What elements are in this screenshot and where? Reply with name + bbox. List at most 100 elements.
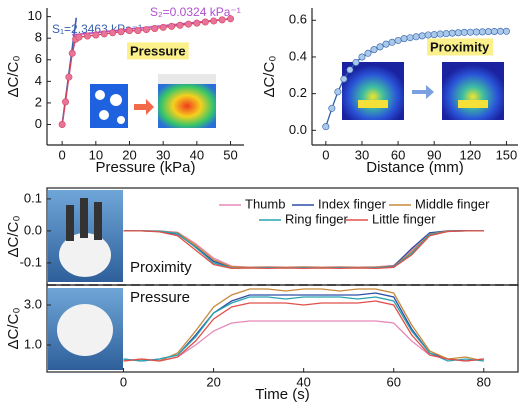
data-point	[201, 18, 209, 26]
data-point	[334, 88, 342, 96]
data-point	[68, 49, 76, 57]
data-point	[176, 21, 184, 29]
y-axis-label: ΔC/C₀	[5, 215, 22, 257]
x-tick-label: 50	[223, 147, 237, 162]
y-tick-label: 3.0	[24, 296, 42, 311]
x-tick-label: 60	[386, 374, 400, 389]
data-point	[322, 123, 330, 131]
data-point	[126, 27, 134, 35]
data-point	[394, 36, 402, 44]
x-tick-label: 150	[496, 147, 518, 162]
pressure-inset	[90, 74, 216, 128]
data-point	[193, 19, 201, 27]
data-point	[490, 27, 498, 35]
data-point	[340, 75, 348, 83]
data-point	[406, 34, 414, 42]
data-point	[424, 31, 432, 39]
annotation: Proximity	[427, 38, 494, 56]
data-point	[364, 49, 372, 57]
data-point	[218, 16, 226, 24]
data-point	[109, 29, 117, 37]
x-axis-label: Pressure (kPa)	[95, 159, 195, 176]
data-point	[184, 20, 192, 28]
data-point	[418, 32, 426, 40]
data-point	[484, 28, 492, 36]
legend-label: Ring finger	[285, 211, 349, 226]
x-axis-label: Time (s)	[255, 386, 309, 403]
data-point	[442, 30, 450, 38]
x-tick-label: 60	[391, 147, 405, 162]
data-line	[123, 230, 484, 270]
x-tick-label: 40	[296, 374, 310, 389]
x-tick-label: 0	[322, 147, 329, 162]
data-point	[436, 30, 444, 38]
data-point	[168, 22, 176, 30]
data-point	[400, 35, 408, 43]
data-point	[159, 23, 167, 31]
annotation-text: Proximity	[430, 39, 490, 54]
data-point	[58, 121, 66, 129]
x-axis-label: Distance (mm)	[366, 159, 464, 176]
data-point	[151, 24, 159, 32]
y-tick-label: 8	[35, 30, 42, 45]
data-line	[123, 288, 484, 362]
data-point	[328, 104, 336, 112]
data-point	[388, 38, 396, 46]
data-point	[227, 15, 235, 23]
data-point	[460, 28, 468, 36]
data-point	[478, 28, 486, 36]
y-tick-label: 0.0	[289, 122, 307, 137]
data-point	[448, 29, 456, 37]
data-point	[412, 33, 420, 41]
proximity-inset	[342, 62, 504, 120]
annotation-text: Pressure	[130, 289, 190, 306]
annotation-text: Proximity	[130, 259, 192, 276]
y-axis-label: ΔC/C₀	[261, 55, 278, 97]
plot-frame	[46, 284, 519, 373]
data-line	[123, 300, 484, 362]
data-point	[466, 28, 474, 36]
data-point	[65, 73, 73, 81]
x-tick-label: 90	[427, 147, 441, 162]
data-point	[92, 31, 100, 39]
fit-label: S₂=0.0324 kPa⁻¹	[150, 5, 241, 19]
data-line	[123, 296, 484, 362]
annotation: Pressure	[127, 42, 189, 60]
y-tick-label: 6	[35, 51, 42, 66]
data-point	[210, 17, 218, 25]
annotation: Pressure	[130, 289, 190, 306]
annotation: Proximity	[130, 259, 192, 276]
data-point	[454, 29, 462, 37]
annotation-text: Pressure	[130, 43, 186, 58]
data-point	[430, 31, 438, 39]
x-tick-label: 120	[459, 147, 481, 162]
x-tick-label: 30	[156, 147, 170, 162]
y-axis-label: ΔC/C₀	[5, 307, 22, 349]
y-tick-label: 2	[35, 94, 42, 109]
y-tick-label: 0.1	[24, 190, 42, 205]
data-point	[496, 27, 504, 35]
data-point	[346, 66, 354, 74]
y-tick-label: 0.2	[289, 85, 307, 100]
y-tick-label: 0.0	[24, 222, 42, 237]
data-point	[352, 58, 360, 66]
x-tick-label: 80	[477, 374, 491, 389]
x-tick-label: 40	[190, 147, 204, 162]
data-point	[117, 28, 125, 36]
legend-label: Little finger	[372, 211, 436, 226]
legend-label: Index finger	[318, 196, 387, 211]
data-point	[75, 33, 83, 41]
data-point	[358, 53, 366, 61]
x-tick-label: 0	[59, 147, 66, 162]
x-tick-label: 20	[206, 374, 220, 389]
legend-label: Thumb	[245, 196, 285, 211]
data-point	[142, 26, 150, 34]
data-point	[62, 98, 70, 106]
y-tick-label: 0	[35, 116, 42, 131]
data-point	[376, 43, 384, 51]
data-point	[83, 32, 91, 40]
data-line	[123, 320, 484, 362]
x-tick-label: 30	[355, 147, 369, 162]
annotation-bg	[127, 42, 189, 60]
